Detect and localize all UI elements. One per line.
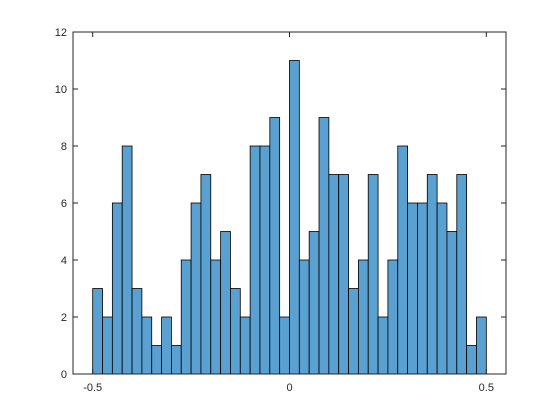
histogram-bar bbox=[417, 202, 428, 375]
histogram-bar bbox=[92, 288, 103, 375]
histogram-bar bbox=[426, 174, 438, 375]
histogram-bar bbox=[102, 316, 113, 375]
histogram-bar bbox=[476, 316, 487, 375]
histogram-bar bbox=[239, 316, 251, 375]
histogram-bar bbox=[338, 174, 349, 375]
histogram-bar bbox=[397, 145, 408, 375]
x-tick-label: 0.5 bbox=[479, 382, 494, 394]
bars-group bbox=[92, 60, 487, 375]
x-tick-label: 0 bbox=[286, 382, 292, 394]
histogram-bar bbox=[308, 231, 320, 375]
histogram-bar bbox=[121, 145, 133, 375]
histogram-bar bbox=[269, 117, 281, 375]
histogram-bar bbox=[387, 259, 399, 375]
histogram-bar bbox=[111, 202, 123, 375]
histogram-bar bbox=[466, 345, 477, 375]
histogram-bar bbox=[289, 60, 300, 375]
histogram-bar bbox=[200, 174, 212, 375]
y-tick-label: 0 bbox=[61, 369, 67, 381]
histogram-bar bbox=[357, 259, 369, 375]
x-tick-label: -0.5 bbox=[83, 382, 102, 394]
histogram-bar bbox=[131, 288, 143, 375]
histogram-bar bbox=[161, 316, 172, 375]
y-tick-label: 4 bbox=[61, 255, 67, 267]
x-axis-ticks: -0.5 0 0.5 bbox=[83, 32, 494, 394]
y-tick-label: 8 bbox=[61, 141, 67, 153]
histogram-bar bbox=[180, 259, 192, 375]
y-tick-label: 12 bbox=[55, 27, 67, 39]
histogram-bar bbox=[367, 174, 379, 375]
histogram-bar bbox=[259, 145, 271, 375]
histogram-bar bbox=[151, 345, 162, 375]
y-tick-label: 10 bbox=[55, 84, 67, 96]
histogram-bar bbox=[446, 231, 458, 375]
histogram-bar bbox=[220, 231, 231, 375]
histogram-bar bbox=[377, 316, 389, 375]
histogram-bar bbox=[298, 259, 310, 375]
histogram-bar bbox=[456, 174, 468, 375]
histogram-bar bbox=[141, 316, 153, 375]
histogram-bar bbox=[190, 202, 202, 375]
histogram-bar bbox=[348, 288, 359, 375]
y-tick-label: 2 bbox=[61, 312, 67, 324]
histogram-bar bbox=[249, 145, 261, 375]
y-tick-label: 6 bbox=[61, 198, 67, 210]
histogram-bar bbox=[210, 259, 222, 375]
histogram-bar bbox=[407, 202, 418, 375]
histogram-bar bbox=[318, 117, 330, 375]
histogram-bar bbox=[230, 288, 241, 375]
histogram-bar bbox=[171, 345, 182, 375]
y-axis-ticks: 0 2 4 6 8 10 12 bbox=[55, 27, 506, 381]
histogram-bar bbox=[328, 174, 340, 375]
histogram-bar bbox=[279, 316, 290, 375]
histogram-bar bbox=[436, 202, 448, 375]
